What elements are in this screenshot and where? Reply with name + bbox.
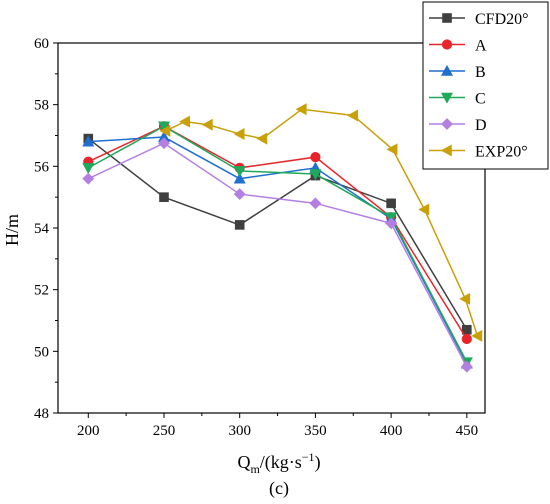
- series-line: [87, 137, 468, 331]
- legend-label: B: [475, 64, 486, 81]
- x-tick-label: 200: [77, 423, 100, 439]
- data-point-triangle-up: [440, 64, 454, 76]
- data-point-diamond: [82, 172, 95, 185]
- series-line: [87, 142, 468, 368]
- legend-label: D: [475, 117, 487, 134]
- data-point-triangle-down: [233, 166, 246, 178]
- data-point-diamond: [158, 137, 170, 150]
- series-line: [87, 125, 468, 340]
- y-tick-label: 58: [34, 98, 49, 114]
- series-c: [82, 121, 473, 369]
- series-layer: [82, 103, 483, 373]
- legend-label: A: [475, 38, 487, 55]
- series-b: [82, 130, 473, 369]
- data-point-triangle-left: [179, 115, 190, 128]
- series-exp20: [159, 103, 483, 342]
- legend-item: A: [429, 38, 487, 55]
- x-tick-label: 350: [304, 423, 327, 439]
- data-point-triangle-left: [471, 329, 483, 342]
- series-line: [88, 136, 468, 365]
- legend-item: B: [429, 64, 486, 81]
- y-tick-label: 60: [34, 36, 49, 52]
- x-tick-label: 400: [380, 423, 403, 439]
- x-axis-label-main: Q: [237, 452, 250, 472]
- data-point-triangle-up: [233, 172, 246, 184]
- x-axis-label-unit: /(kg·s: [260, 452, 302, 473]
- data-point-circle: [461, 333, 472, 345]
- y-tick-label: 56: [34, 159, 50, 175]
- y-tick-label: 54: [34, 221, 50, 237]
- legend-label: C: [475, 91, 486, 108]
- x-axis-label: Qm/(kg·s−1): [237, 450, 320, 476]
- y-axis-ticks: 48 50 52 54 56 58 60: [34, 36, 58, 422]
- data-point-diamond: [460, 360, 473, 373]
- x-tick-label: 450: [456, 423, 479, 439]
- data-point-triangle-left: [295, 103, 307, 116]
- data-point-triangle-left: [256, 132, 268, 145]
- data-point-triangle-down: [440, 92, 454, 104]
- series-d: [82, 137, 473, 373]
- data-point-triangle-down: [157, 121, 171, 133]
- legend-item: EXP20°: [429, 144, 528, 161]
- data-point-triangle-left: [386, 143, 398, 156]
- y-axis-label: H/m: [2, 214, 22, 246]
- data-point-square: [234, 220, 245, 230]
- x-tick-label: 300: [228, 423, 251, 439]
- x-axis-label-close: ): [315, 452, 321, 473]
- data-point-triangle-up: [82, 135, 95, 147]
- data-point-circle: [441, 39, 453, 50]
- figure-caption: (c): [269, 478, 289, 499]
- data-point-square: [442, 13, 452, 23]
- series-line: [87, 125, 468, 363]
- data-point-diamond: [441, 118, 453, 130]
- legend-item: D: [429, 117, 487, 134]
- data-point-diamond: [385, 217, 398, 230]
- data-point-triangle-down: [82, 163, 95, 174]
- data-point-triangle-left: [440, 144, 452, 157]
- plot-border: [57, 42, 486, 414]
- legend-label: CFD20°: [475, 11, 529, 28]
- y-tick-label: 50: [34, 344, 49, 360]
- x-axis-ticks: 200 250 300 350 400 450: [77, 413, 478, 439]
- data-point-square: [386, 198, 396, 209]
- legend-item: C: [429, 91, 486, 108]
- data-point-triangle-left: [347, 109, 359, 122]
- series-cfd20: [83, 133, 472, 335]
- data-point-circle: [310, 151, 321, 163]
- data-point-triangle-left: [418, 203, 430, 216]
- data-point-triangle-left: [233, 127, 245, 140]
- data-point-triangle-down: [309, 169, 322, 181]
- plot-frame: [57, 42, 486, 414]
- data-point-square: [159, 192, 169, 202]
- legend-label: EXP20°: [475, 144, 528, 161]
- y-tick-label: 52: [34, 283, 49, 299]
- legend-box: [422, 1, 549, 170]
- x-axis-label-subscript: m: [250, 462, 260, 476]
- data-point-diamond: [233, 188, 246, 201]
- data-point-triangle-left: [459, 292, 471, 305]
- data-point-diamond: [309, 197, 322, 210]
- data-point-triangle-left: [159, 124, 171, 137]
- data-point-triangle-left: [201, 118, 213, 131]
- x-axis-label-superscript: −1: [302, 450, 315, 464]
- legend-item: CFD20°: [429, 11, 529, 28]
- y-tick-label: 48: [34, 406, 49, 422]
- x-tick-label: 250: [153, 423, 176, 439]
- series-a: [83, 121, 472, 345]
